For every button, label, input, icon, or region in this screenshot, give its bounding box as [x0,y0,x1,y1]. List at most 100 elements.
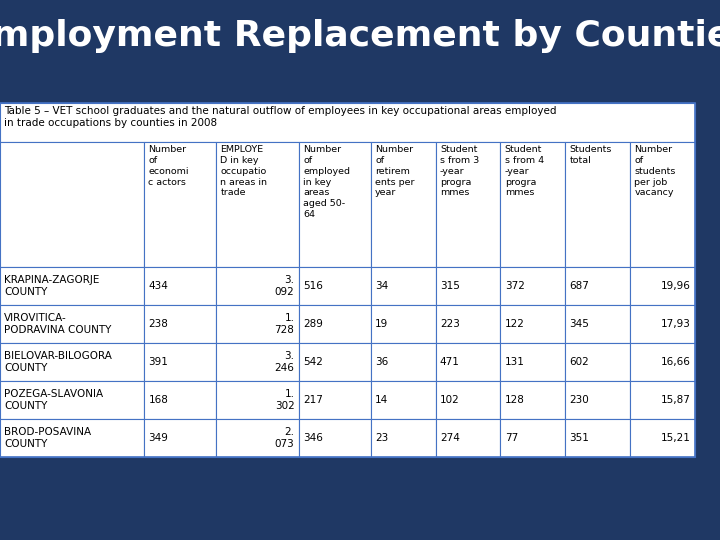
Bar [299,305,371,343]
Bar [299,343,371,381]
Text: 687: 687 [570,281,590,291]
Bar [436,343,500,381]
Text: BIELOVAR-BILOGORA
COUNTY: BIELOVAR-BILOGORA COUNTY [4,351,112,373]
Bar [144,419,216,457]
Text: 217: 217 [303,395,323,405]
Text: Table 5 – VET school graduates and the natural outflow of employees in key occup: Table 5 – VET school graduates and the n… [4,106,557,128]
Bar [371,305,436,343]
Bar [144,381,216,419]
Bar [216,142,299,267]
Bar [299,419,371,457]
Bar [216,305,299,343]
Bar [565,267,630,305]
Bar [565,142,630,267]
Text: Student
s from 3
-year
progra
mmes: Student s from 3 -year progra mmes [440,145,480,198]
Bar [299,381,371,419]
Bar [371,267,436,305]
Bar [436,419,500,457]
Text: Number
of
students
per job
vacancy: Number of students per job vacancy [634,145,675,198]
Bar [0,381,144,419]
Bar [436,305,500,343]
Bar [0,103,695,142]
Bar [630,305,695,343]
Bar [144,267,216,305]
Text: 102: 102 [440,395,459,405]
Bar [565,305,630,343]
Bar [565,343,630,381]
Text: 19: 19 [375,319,388,329]
Bar [216,267,299,305]
Bar [436,142,500,267]
Bar [371,142,436,267]
Bar [630,419,695,457]
Text: 122: 122 [505,319,525,329]
Text: 223: 223 [440,319,460,329]
Text: 77: 77 [505,433,518,443]
Text: 345: 345 [570,319,590,329]
Bar [500,142,565,267]
Bar [371,343,436,381]
Text: Student
s from 4
-year
progra
mmes: Student s from 4 -year progra mmes [505,145,544,198]
Bar [565,419,630,457]
Bar [0,343,144,381]
Text: 17,93: 17,93 [661,319,690,329]
Text: 16,66: 16,66 [661,357,690,367]
Text: 289: 289 [303,319,323,329]
Text: 274: 274 [440,433,460,443]
Text: KRAPINA-ZAGORJE
COUNTY: KRAPINA-ZAGORJE COUNTY [4,275,99,296]
Text: 1.
728: 1. 728 [274,313,294,335]
Text: 168: 168 [148,395,168,405]
Text: 19,96: 19,96 [661,281,690,291]
Bar [630,381,695,419]
Text: 238: 238 [148,319,168,329]
Text: 15,87: 15,87 [661,395,690,405]
Bar [630,142,695,267]
Bar [0,142,144,267]
Bar [0,267,144,305]
Bar [216,343,299,381]
Bar [0,305,144,343]
Bar [500,381,565,419]
Text: 346: 346 [303,433,323,443]
Text: Number
of
economi
c actors: Number of economi c actors [148,145,189,187]
Text: IPA Component IV - Human Resources Development - European Union Program for Croa: IPA Component IV - Human Resources Devel… [78,83,642,93]
Text: Employment Replacement by Counties: Employment Replacement by Counties [0,19,720,53]
Text: 471: 471 [440,357,460,367]
Text: BROD-POSAVINA
COUNTY: BROD-POSAVINA COUNTY [4,427,91,449]
Text: 1.
302: 1. 302 [275,389,294,411]
Text: 128: 128 [505,395,525,405]
Text: 131: 131 [505,357,525,367]
Bar [371,381,436,419]
Text: 602: 602 [570,357,589,367]
Text: 315: 315 [440,281,460,291]
Bar [299,267,371,305]
Text: Number
of
retirem
ents per
year: Number of retirem ents per year [375,145,415,198]
Text: 542: 542 [303,357,323,367]
Bar [371,419,436,457]
Text: 36: 36 [375,357,388,367]
Bar [500,343,565,381]
Text: 516: 516 [303,281,323,291]
Text: EMPLOYE
D in key
occupatio
n areas in
trade: EMPLOYE D in key occupatio n areas in tr… [220,145,267,198]
Bar [144,343,216,381]
Text: 351: 351 [570,433,590,443]
Text: 349: 349 [148,433,168,443]
Bar [630,343,695,381]
Text: Students
total: Students total [570,145,612,165]
Bar [436,267,500,305]
Bar [144,305,216,343]
Bar [0,419,144,457]
Text: 372: 372 [505,281,525,291]
Bar [144,142,216,267]
Text: POZEGA-SLAVONIA
COUNTY: POZEGA-SLAVONIA COUNTY [4,389,104,411]
Text: 3.
246: 3. 246 [274,351,294,373]
Text: 434: 434 [148,281,168,291]
Bar [630,267,695,305]
Text: Number
of
employed
in key
areas
aged 50-
64: Number of employed in key areas aged 50-… [303,145,350,219]
Bar [216,419,299,457]
Bar [299,142,371,267]
Text: 23: 23 [375,433,388,443]
Text: 3.
092: 3. 092 [275,275,294,296]
Bar [500,267,565,305]
Bar [216,381,299,419]
